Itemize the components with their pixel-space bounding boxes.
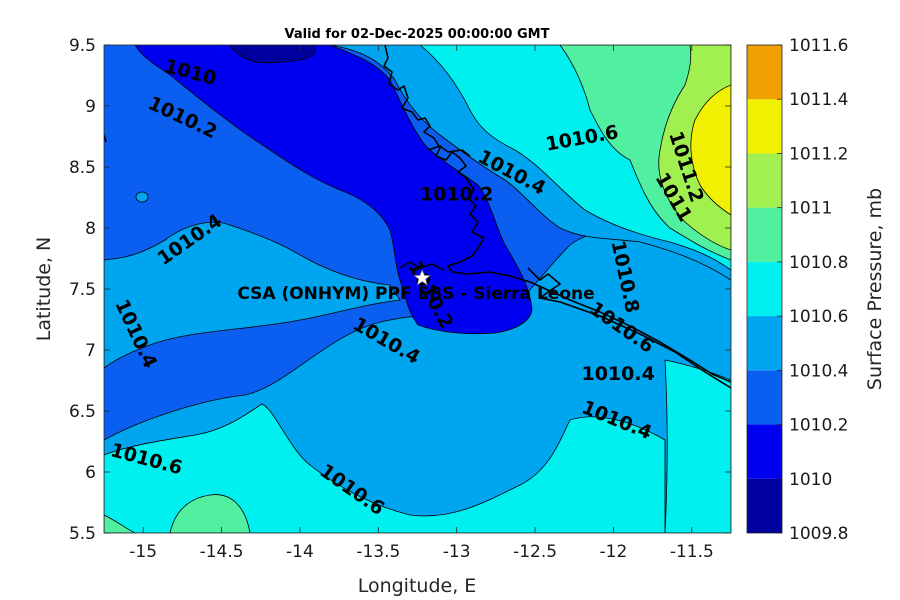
colorbar-tick-label: 1010.4 [789,361,848,381]
contour-band-1010 [134,45,533,335]
colorbar-segment [747,153,782,208]
contour-band-1010-6-east [664,359,731,533]
colorbar-segment [747,478,782,533]
y-axis-label: Latitude, N [33,237,55,342]
contour-label: 1010.2 [420,184,493,206]
colorbar-segment [747,424,782,479]
y-tick-label: 6.5 [69,402,96,422]
coastline [104,45,731,389]
y-axis-ticks: 5.5 6 6.5 7 7.5 8 8.5 9 9.5 [69,36,731,544]
colorbar-label: Surface Pressure, mb [864,188,886,390]
colorbar-segment [747,45,782,100]
contour-band-1011-2 [690,84,731,216]
x-tick-label: -12 [600,542,628,562]
colorbar-tick-label: 1010 [789,470,832,490]
y-tick-label: 9 [85,97,96,117]
site-label: CSA (ONHYM) PPF EBS - Sierra Leone [237,284,594,304]
y-tick-label: 9.5 [69,36,96,56]
colorbar-segment [747,316,782,371]
x-tick-label: -13.5 [356,542,400,562]
contour-band-1009-8 [229,45,317,64]
x-tick-label: -13 [443,542,471,562]
colorbar: 1009.8 1010 1010.2 1010.4 1010.6 1010.8 1011 10… [746,36,848,544]
contour-band-1010-6-southwest [104,403,666,533]
colorbar-tick-label: 1010.6 [789,307,848,327]
colorbar-tick-label: 1011 [789,199,832,219]
x-tick-label: -14.5 [200,542,244,562]
contour-island [135,191,149,203]
x-tick-label: -14 [286,542,314,562]
site-marker [413,269,432,286]
x-tick-label: -12.5 [513,542,557,562]
figure-title: Valid for 02-Dec-2025 00:00:00 GMT [285,27,550,42]
colorbar-tick-label: 1011.4 [789,90,848,110]
x-axis-label: Longitude, E [358,575,477,597]
x-axis-ticks: -15 -14.5 -14 -13.5 -13 -12.5 -12 -11.5 [129,45,714,562]
colorbar-segment [747,370,782,425]
contour-fill [104,45,731,533]
colorbar-segment [747,261,782,317]
contour-band-1010-8-s [169,494,251,533]
y-tick-label: 6 [85,463,96,483]
contour-band-1010-4-west [104,221,401,369]
contour-label: 1010.4 [581,363,654,385]
y-tick-label: 5.5 [69,524,96,544]
site-star-icon [413,269,432,286]
colorbar-tick-label: 1011.2 [789,144,848,164]
x-tick-label: -11.5 [670,542,714,562]
y-tick-label: 7.5 [69,280,96,300]
colorbar-frame [746,44,783,534]
colorbar-tick-label: 1010.8 [789,253,848,273]
colorbar-tick-label: 1009.8 [789,524,848,544]
y-tick-label: 7 [85,341,96,361]
colorbar-segment [747,99,782,154]
y-tick-label: 8 [85,219,96,239]
x-tick-label: -15 [129,542,157,562]
y-tick-label: 8.5 [69,158,96,178]
colorbar-segment [747,207,782,262]
colorbar-tick-label: 1011.6 [789,36,848,56]
colorbar-tick-label: 1010.2 [789,416,848,436]
